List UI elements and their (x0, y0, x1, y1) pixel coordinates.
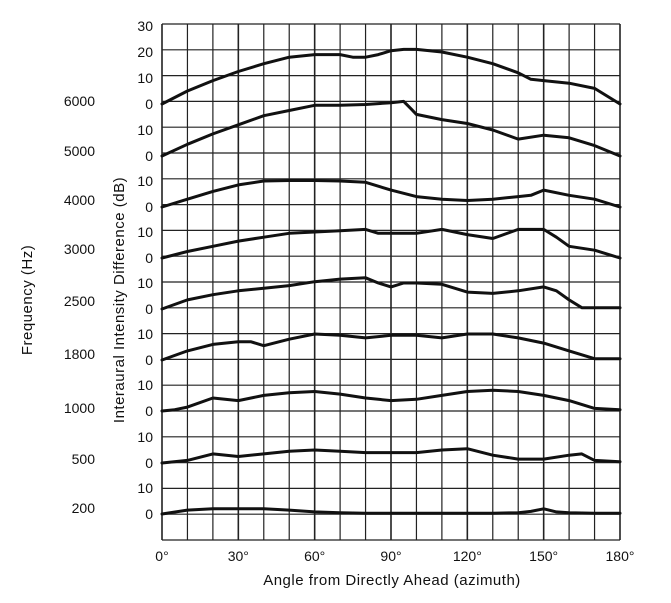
series-line-6000 (160, 47, 622, 106)
x-axis-title: Angle from Directly Ahead (azimuth) (263, 572, 521, 589)
y-tick-label: 0 (145, 250, 153, 266)
x-tick-label: 90° (380, 548, 401, 564)
y-tick-label: 20 (137, 44, 153, 60)
y-tick-label: 0 (145, 455, 153, 471)
x-tick-labels: 0° 30° 60° 90° 120° 150° 180° (155, 548, 634, 564)
x-tick-label: 30° (228, 548, 249, 564)
frequency-label: 1000 (64, 400, 95, 416)
y-tick-label: 10 (137, 173, 153, 189)
frequency-label: 3000 (64, 241, 95, 257)
y-tick-label: 0 (145, 403, 153, 419)
y-tick-labels: 30 20 10 0 10 0 10 0 10 0 10 0 10 0 10 0 10 0 10 0 (137, 18, 153, 522)
y-tick-label: 0 (145, 506, 153, 522)
y-tick-label: 0 (145, 148, 153, 164)
frequency-axis-title: Frequency (Hz) (19, 245, 36, 355)
series-lines (160, 47, 622, 516)
frequency-label: 200 (72, 500, 96, 516)
frequency-label: 2500 (64, 293, 95, 309)
y-tick-label: 10 (137, 70, 153, 86)
y-tick-label: 10 (137, 480, 153, 496)
y-tick-label: 10 (137, 275, 153, 291)
frequency-label: 5000 (64, 143, 95, 159)
x-tick-label: 120° (453, 548, 482, 564)
x-tick-label: 150° (529, 548, 558, 564)
y-tick-label: 10 (137, 326, 153, 342)
series-line-5000 (160, 99, 622, 158)
series-line-2500 (160, 276, 622, 311)
series-line-1000 (160, 388, 622, 413)
series-line-1800 (160, 332, 622, 362)
y-tick-label: 10 (137, 122, 153, 138)
y-tick-label: 0 (145, 352, 153, 368)
y-tick-label: 10 (137, 429, 153, 445)
frequency-labels: 6000 5000 4000 3000 2500 1800 1000 500 200 (64, 93, 95, 516)
frequency-label: 6000 (64, 93, 95, 109)
x-tick-label: 60° (304, 548, 325, 564)
frequency-label: 4000 (64, 192, 95, 208)
y-tick-label: 0 (145, 199, 153, 215)
series-line-500 (160, 447, 622, 465)
y-tick-label: 0 (145, 301, 153, 317)
series-line-4000 (160, 179, 622, 209)
frequency-label: 1800 (64, 346, 95, 362)
series-line-200 (160, 507, 622, 516)
y-tick-label: 30 (137, 18, 153, 34)
y-tick-label: 0 (145, 96, 153, 112)
y-tick-label: 10 (137, 377, 153, 393)
series-line-3000 (160, 227, 622, 260)
y-axis-title: Interaural Intensity Difference (dB) (111, 177, 128, 423)
x-tick-label: 180° (606, 548, 635, 564)
frequency-label: 500 (72, 451, 96, 467)
y-tick-label: 10 (137, 224, 153, 240)
x-tick-label: 0° (155, 548, 168, 564)
